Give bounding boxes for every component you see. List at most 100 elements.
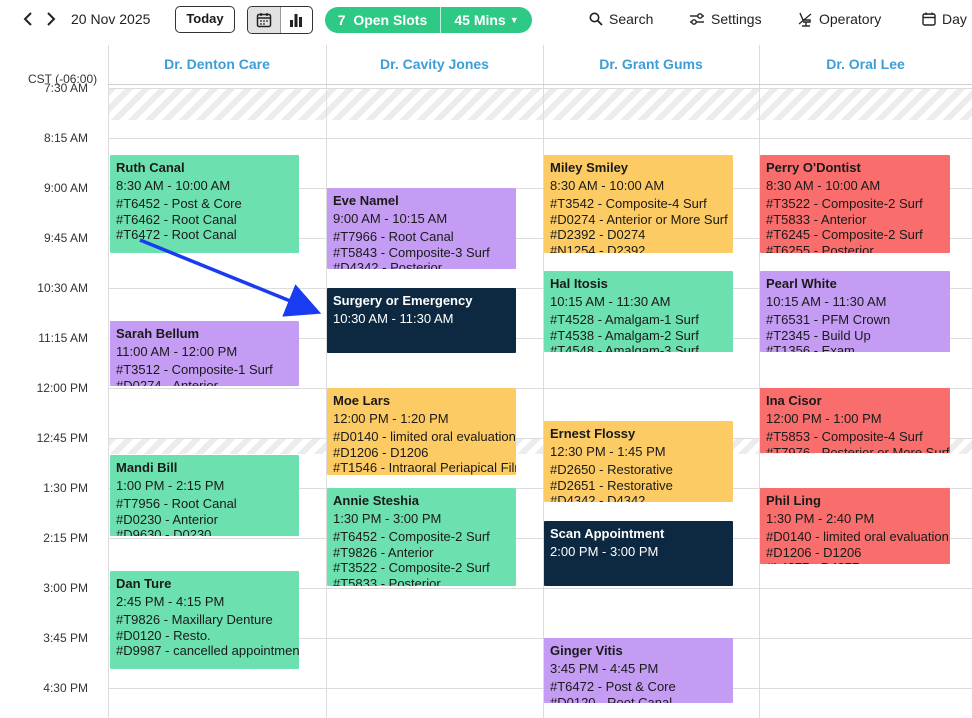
bar-chart-icon[interactable] bbox=[281, 7, 313, 33]
procedure-item: #D0120 - Resto. bbox=[116, 627, 211, 643]
time-row-line bbox=[108, 588, 972, 589]
appointment-card[interactable]: Moe Lars 12:00 PM - 1:20 PM #D0140 - limit… bbox=[327, 388, 516, 475]
time-row-line bbox=[108, 438, 972, 439]
procedure-item: #T4538 - Amalgam-2 Surf bbox=[550, 327, 699, 343]
procedure-item: #D0140 - limited oral evaluation bbox=[333, 429, 516, 444]
procedure-item: #T6452 - Post & Core bbox=[116, 196, 242, 211]
time-label: 12:00 PM bbox=[36, 381, 88, 395]
time-label: 2:15 PM bbox=[43, 531, 88, 545]
appointment-time: 10:30 AM - 11:30 AM bbox=[333, 311, 454, 326]
procedure-item: #T7956 - Root Canal bbox=[116, 496, 237, 511]
time-row-line bbox=[108, 638, 972, 639]
procedure-item: #T9826 - Anterior bbox=[333, 544, 434, 560]
time-row-line bbox=[108, 238, 972, 239]
time-label: 11:15 AM bbox=[38, 331, 88, 345]
time-row-line bbox=[108, 88, 972, 89]
provider-header[interactable]: Dr. Cavity Jones bbox=[380, 56, 489, 72]
time-row-line bbox=[108, 188, 972, 189]
header-divider bbox=[108, 84, 972, 85]
chevron-left-icon[interactable] bbox=[20, 9, 36, 31]
appointment-card[interactable]: Surgery or Emergency 10:30 AM - 11:30 AM bbox=[327, 288, 516, 353]
procedure-item: #T3542 - Composite-4 Surf bbox=[550, 196, 707, 211]
procedure-item: #L4277 - D4277 bbox=[766, 560, 944, 564]
open-slots-button[interactable]: 7 Open Slots bbox=[325, 7, 441, 33]
appointment-card[interactable]: Perry O'Dontist 8:30 AM - 10:00 AM #T3522 … bbox=[760, 155, 950, 253]
unavailable-block bbox=[109, 438, 972, 454]
procedure-list: #D0140 - limited oral evaluation #D1206 -… bbox=[333, 429, 516, 475]
appointment-card[interactable]: Scan Appointment 2:00 PM - 3:00 PM bbox=[544, 521, 733, 586]
procedure-item: #T6255 - Posterior bbox=[766, 242, 874, 254]
procedure-item: #D2392 - D0274 bbox=[550, 227, 646, 242]
procedure-item: #D0140 - limited oral evaluation bbox=[766, 529, 949, 544]
patient-name: Perry O'Dontist bbox=[766, 160, 861, 175]
appointment-card[interactable]: Ernest Flossy 12:30 PM - 1:45 PM #D2650 - … bbox=[544, 421, 733, 502]
time-row-line bbox=[108, 138, 972, 139]
procedure-item: #D9630 - D0230 bbox=[116, 527, 212, 536]
appointment-card[interactable]: Dan Ture 2:45 PM - 4:15 PM #T9826 - Maxill… bbox=[110, 571, 299, 669]
appointment-card[interactable]: Sarah Bellum 11:00 AM - 12:00 PM #T3512 - … bbox=[110, 321, 299, 386]
appointment-card[interactable]: Eve Namel 9:00 AM - 10:15 AM #T7966 - Root… bbox=[327, 188, 516, 269]
procedure-item: #T5833 - Posterior bbox=[333, 575, 441, 587]
appointment-time: 12:00 PM - 1:20 PM bbox=[333, 411, 449, 426]
time-label: 3:45 PM bbox=[43, 631, 88, 645]
appointment-card[interactable]: Phil Ling 1:30 PM - 2:40 PM #D0140 - limit… bbox=[760, 488, 950, 564]
time-label: 8:15 AM bbox=[43, 131, 88, 145]
appointment-time: 1:30 PM - 2:40 PM bbox=[766, 511, 875, 526]
appointment-card[interactable]: Ina Cisor 12:00 PM - 1:00 PM #T5853 - Comp… bbox=[760, 388, 950, 453]
patient-name: Dan Ture bbox=[116, 576, 172, 591]
time-row-line bbox=[108, 488, 972, 489]
appointment-card[interactable]: Miley Smiley 8:30 AM - 10:00 AM #T3542 - C… bbox=[544, 155, 733, 253]
procedure-item: #T5843 - Composite-3 Surf bbox=[333, 244, 490, 260]
procedure-item: #T3522 - Composite-2 Surf bbox=[766, 196, 923, 211]
procedure-list: #T9826 - Maxillary Denture #D0120 - Resto… bbox=[116, 612, 299, 659]
operatory-button[interactable]: Operatory bbox=[797, 11, 881, 27]
procedure-item: #T2345 - Build Up bbox=[766, 327, 871, 343]
time-label: 7:30 AM bbox=[43, 81, 88, 95]
procedure-list: #D2650 - Restorative #D2651 - Restorative… bbox=[550, 462, 727, 502]
open-slots-pill: 7 Open Slots 45 Mins ▼ bbox=[325, 7, 532, 33]
patient-name: Phil Ling bbox=[766, 493, 821, 508]
provider-header[interactable]: Dr. Oral Lee bbox=[826, 56, 905, 72]
procedure-list: #T6452 - Post & Core #T6462 - Root Canal #… bbox=[116, 196, 293, 243]
calendar-icon[interactable] bbox=[248, 7, 281, 33]
settings-label: Settings bbox=[711, 11, 762, 27]
patient-name: Scan Appointment bbox=[550, 526, 665, 541]
procedure-item: #D4342 - Posterior bbox=[333, 260, 443, 269]
time-row-line bbox=[108, 388, 972, 389]
patient-name: Ginger Vitis bbox=[550, 643, 623, 658]
today-button[interactable]: Today bbox=[175, 6, 235, 33]
column-divider bbox=[326, 45, 327, 718]
procedure-item: #T6452 - Composite-2 Surf bbox=[333, 529, 490, 544]
chevron-right-icon[interactable] bbox=[43, 9, 59, 31]
procedure-item: #D0274 - Anterior or More Surf bbox=[550, 211, 728, 227]
patient-name: Ina Cisor bbox=[766, 393, 822, 408]
appointment-card[interactable]: Ruth Canal 8:30 AM - 10:00 AM #T6452 - Pos… bbox=[110, 155, 299, 253]
appointment-time: 10:15 AM - 11:30 AM bbox=[550, 294, 671, 309]
procedure-item: #D4342 - D4342 bbox=[550, 493, 646, 502]
procedure-item: #T4528 - Amalgam-1 Surf bbox=[550, 312, 699, 327]
slot-duration-dropdown[interactable]: 45 Mins ▼ bbox=[441, 7, 532, 33]
caret-down-icon: ▼ bbox=[509, 15, 519, 25]
appointment-card[interactable]: Pearl White 10:15 AM - 11:30 AM #T6531 - P… bbox=[760, 271, 950, 352]
appointment-time: 8:30 AM - 10:00 AM bbox=[550, 178, 665, 193]
appointment-card[interactable]: Hal Itosis 10:15 AM - 11:30 AM #T4528 - Am… bbox=[544, 271, 733, 352]
appointment-card[interactable]: Annie Steshia 1:30 PM - 3:00 PM #T6452 - C… bbox=[327, 488, 516, 586]
appointment-card[interactable]: Ginger Vitis 3:45 PM - 4:45 PM #T6472 - Po… bbox=[544, 638, 733, 703]
search-label: Search bbox=[609, 11, 654, 27]
patient-name: Mandi Bill bbox=[116, 460, 178, 475]
procedure-item: #T6472 - Root Canal bbox=[116, 227, 237, 242]
patient-name: Ernest Flossy bbox=[550, 426, 636, 441]
procedure-item: #T6531 - PFM Crown bbox=[766, 312, 891, 327]
timezone-label: CST (-06:00) bbox=[28, 72, 98, 86]
slot-duration-label: 45 Mins bbox=[454, 12, 506, 28]
time-label: 1:30 PM bbox=[43, 481, 88, 495]
search-button[interactable]: Search bbox=[589, 11, 653, 27]
day-view-button[interactable]: Day bbox=[922, 11, 967, 27]
patient-name: Pearl White bbox=[766, 276, 837, 291]
procedure-list: #T6531 - PFM Crown #T2345 - Build Up #T135… bbox=[766, 312, 944, 352]
settings-button[interactable]: Settings bbox=[689, 11, 762, 27]
procedure-list: #T3522 - Composite-2 Surf #T5833 - Anteri… bbox=[766, 196, 944, 253]
provider-header[interactable]: Dr. Grant Gums bbox=[599, 56, 703, 72]
appointment-card[interactable]: Mandi Bill 1:00 PM - 2:15 PM #T7956 - Root… bbox=[110, 455, 299, 536]
provider-header[interactable]: Dr. Denton Care bbox=[164, 56, 270, 72]
